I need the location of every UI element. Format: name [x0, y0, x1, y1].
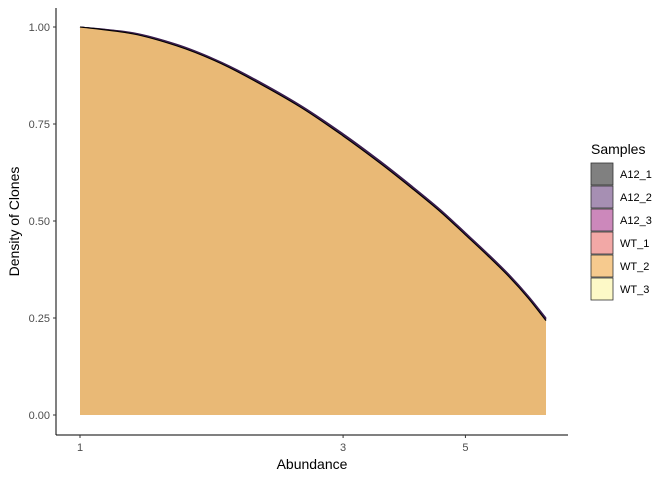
- line-wt-3: [79, 26, 547, 322]
- legend-label-a12-1: A12_1: [620, 169, 652, 181]
- legend-label-wt-1: WT_1: [620, 238, 649, 250]
- y-tick-label: 0.25: [29, 313, 50, 325]
- y-tick-label: 0.50: [29, 216, 50, 228]
- ticks-layer: 0.00 0.25 0.50 0.75 1.00 1 3 5: [29, 22, 469, 454]
- y-tick-label: 0.75: [29, 119, 50, 131]
- y-tick-label: 1.00: [29, 22, 50, 34]
- x-tick-label: 1: [77, 442, 83, 454]
- y-tick-label: 0.00: [29, 410, 50, 422]
- legend-key-wt-3: [590, 277, 614, 301]
- legend-key-wt-1: [590, 231, 614, 255]
- legend-key-a12-1: [590, 162, 614, 186]
- legend-key-wt-2: [590, 254, 614, 278]
- x-axis-title: Abundance: [277, 456, 348, 472]
- area-layer: [79, 26, 547, 415]
- legend-label-wt-2: WT_2: [620, 261, 649, 273]
- legend: Samples A12_1 A12_2 A12_3 WT_1 WT_2 WT_3: [590, 141, 652, 301]
- legend-key-a12-2: [590, 185, 614, 209]
- y-axis-title: Density of Clones: [6, 167, 22, 277]
- legend-label-a12-2: A12_2: [620, 192, 652, 204]
- x-tick-label: 5: [462, 442, 468, 454]
- area-wt-3: [80, 27, 546, 415]
- x-tick-label: 3: [340, 442, 346, 454]
- legend-label-a12-3: A12_3: [620, 215, 652, 227]
- legend-label-wt-3: WT_3: [620, 284, 649, 296]
- legend-title: Samples: [591, 141, 645, 157]
- legend-key-a12-3: [590, 208, 614, 232]
